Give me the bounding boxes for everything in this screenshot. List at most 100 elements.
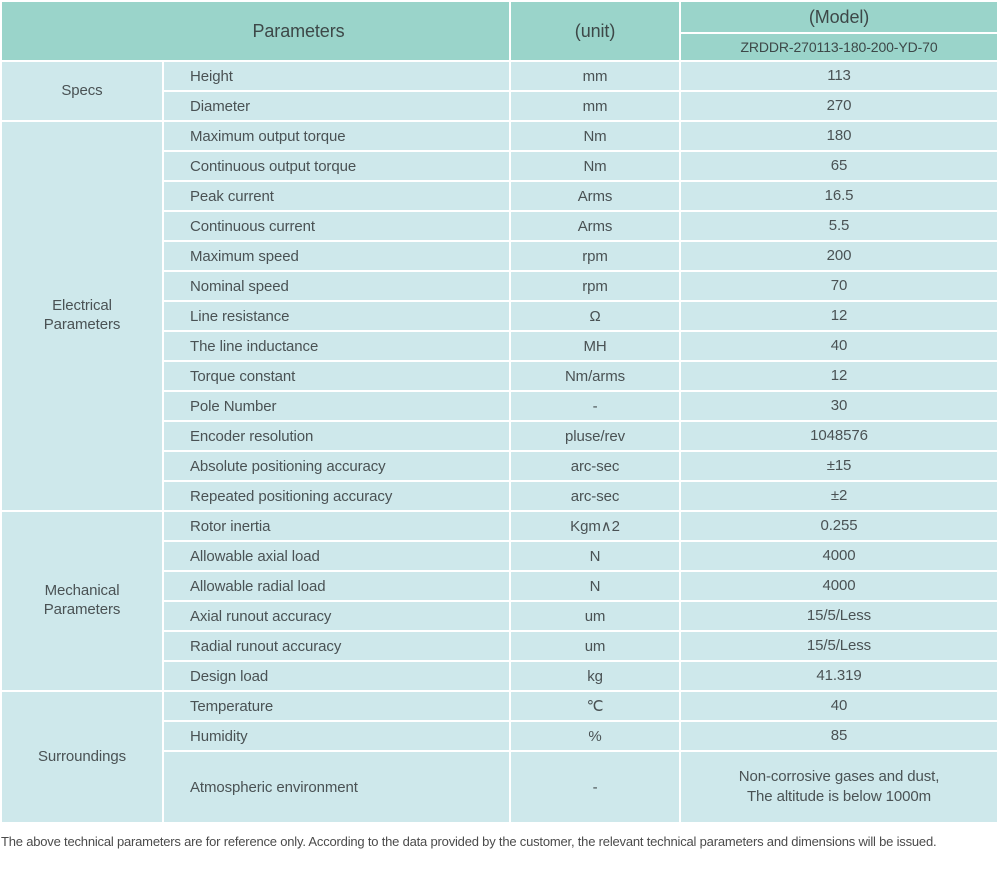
param-name-cell: Axial runout accuracy xyxy=(164,602,510,630)
unit-cell: rpm xyxy=(511,242,680,270)
value-cell: Non-corrosive gases and dust, The altitu… xyxy=(681,752,997,822)
table-row: Electrical Parameters Maximum output tor… xyxy=(2,122,997,510)
footnote-text: The above technical parameters are for r… xyxy=(1,834,937,849)
unit-cell: - xyxy=(511,752,680,822)
value-cell: 200 xyxy=(681,242,997,270)
table-row: Allowable axial load N 4000 xyxy=(2,542,997,570)
value-cell: 270 xyxy=(681,92,997,120)
value-cell: 41.319 xyxy=(681,662,997,690)
table-row: Repeated positioning accuracy arc-sec ±2 xyxy=(2,482,997,510)
table-row: Mechanical Parameters Rotor inertia Kgm∧… xyxy=(2,512,997,690)
param-name-cell: Height xyxy=(164,62,510,90)
table-row: Design load kg 41.319 xyxy=(2,662,997,690)
unit-cell: rpm xyxy=(511,272,680,300)
param-name-cell: Repeated positioning accuracy xyxy=(164,482,510,510)
param-name-cell: Allowable radial load xyxy=(164,572,510,600)
table-header-row-2: ZRDDR-270113-180-200-YD-70 xyxy=(2,34,997,60)
param-name-cell: Maximum output torque xyxy=(164,122,510,150)
param-name-cell: Rotor inertia xyxy=(164,512,510,540)
param-name-cell: Radial runout accuracy xyxy=(164,632,510,660)
value-cell: 15/5/Less xyxy=(681,602,997,630)
unit-cell: mm xyxy=(511,92,680,120)
unit-cell: ℃ xyxy=(511,692,680,720)
table-row: Peak current Arms 16.5 xyxy=(2,182,997,210)
param-name-cell: Continuous current xyxy=(164,212,510,240)
table-row: Axial runout accuracy um 15/5/Less xyxy=(2,602,997,630)
unit-cell: kg xyxy=(511,662,680,690)
unit-cell: - xyxy=(511,392,680,420)
param-name-cell: Peak current xyxy=(164,182,510,210)
param-name-cell: Line resistance xyxy=(164,302,510,330)
table-row: Line resistance Ω 12 xyxy=(2,302,997,330)
table-row: Atmospheric environment - Non-corrosive … xyxy=(2,752,997,822)
group-label-specs: Specs xyxy=(2,62,162,120)
group-label-electrical: Electrical Parameters xyxy=(2,122,162,510)
table-row: Absolute positioning accuracy arc-sec ±1… xyxy=(2,452,997,480)
value-cell: 40 xyxy=(681,692,997,720)
value-cell: 30 xyxy=(681,392,997,420)
table-row: Torque constant Nm/arms 12 xyxy=(2,362,997,390)
unit-cell: arc-sec xyxy=(511,452,680,480)
param-name-cell: Pole Number xyxy=(164,392,510,420)
table-row: Nominal speed rpm 70 xyxy=(2,272,997,300)
unit-cell: Arms xyxy=(511,182,680,210)
param-name-cell: Temperature xyxy=(164,692,510,720)
parameters-header: Parameters xyxy=(2,2,510,60)
table-row: Humidity % 85 xyxy=(2,722,997,750)
table-row: The line inductance MH 40 xyxy=(2,332,997,360)
param-name-cell: Nominal speed xyxy=(164,272,510,300)
unit-cell: pluse/rev xyxy=(511,422,680,450)
param-name-cell: Maximum speed xyxy=(164,242,510,270)
table-row: Radial runout accuracy um 15/5/Less xyxy=(2,632,997,660)
unit-cell: Kgm∧2 xyxy=(511,512,680,540)
value-cell: ±15 xyxy=(681,452,997,480)
value-cell: 40 xyxy=(681,332,997,360)
group-label-mechanical: Mechanical Parameters xyxy=(2,512,162,690)
table-row: Continuous current Arms 5.5 xyxy=(2,212,997,240)
table-row: Specs Height mm 113 xyxy=(2,62,997,120)
value-cell: 15/5/Less xyxy=(681,632,997,660)
param-name-cell: Allowable axial load xyxy=(164,542,510,570)
unit-cell: N xyxy=(511,572,680,600)
value-cell: 65 xyxy=(681,152,997,180)
table-row: Encoder resolution pluse/rev 1048576 xyxy=(2,422,997,450)
value-cell: ±2 xyxy=(681,482,997,510)
model-number: ZRDDR-270113-180-200-YD-70 xyxy=(681,34,997,60)
table-row: Diameter mm 270 xyxy=(2,92,997,120)
value-cell: 70 xyxy=(681,272,997,300)
table-header-row: Parameters (unit) (Model) xyxy=(2,2,997,60)
unit-cell: um xyxy=(511,632,680,660)
unit-cell: Nm/arms xyxy=(511,362,680,390)
unit-cell: Arms xyxy=(511,212,680,240)
value-cell: 113 xyxy=(681,62,997,90)
param-name-cell: Torque constant xyxy=(164,362,510,390)
param-name-cell: Atmospheric environment xyxy=(164,752,510,822)
value-cell: 12 xyxy=(681,362,997,390)
table-row: Pole Number - 30 xyxy=(2,392,997,420)
param-name-cell: Diameter xyxy=(164,92,510,120)
value-cell: 16.5 xyxy=(681,182,997,210)
unit-cell: N xyxy=(511,542,680,570)
unit-cell: um xyxy=(511,602,680,630)
param-name-cell: Design load xyxy=(164,662,510,690)
table-row: Surroundings Temperature ℃ 40 xyxy=(2,692,997,822)
param-name-cell: Absolute positioning accuracy xyxy=(164,452,510,480)
param-name-cell: Continuous output torque xyxy=(164,152,510,180)
value-cell: 4000 xyxy=(681,542,997,570)
value-cell: 1048576 xyxy=(681,422,997,450)
value-cell: 5.5 xyxy=(681,212,997,240)
unit-cell: Nm xyxy=(511,152,680,180)
spec-table: Parameters (unit) (Model) ZRDDR-270113-1… xyxy=(0,0,999,824)
unit-cell: arc-sec xyxy=(511,482,680,510)
value-cell: 4000 xyxy=(681,572,997,600)
unit-cell: % xyxy=(511,722,680,750)
table-row: Maximum speed rpm 200 xyxy=(2,242,997,270)
group-label-surroundings: Surroundings xyxy=(2,692,162,822)
unit-cell: mm xyxy=(511,62,680,90)
value-cell: 12 xyxy=(681,302,997,330)
unit-cell: MH xyxy=(511,332,680,360)
param-name-cell: Humidity xyxy=(164,722,510,750)
value-cell: 0.255 xyxy=(681,512,997,540)
value-cell: 180 xyxy=(681,122,997,150)
value-cell: 85 xyxy=(681,722,997,750)
